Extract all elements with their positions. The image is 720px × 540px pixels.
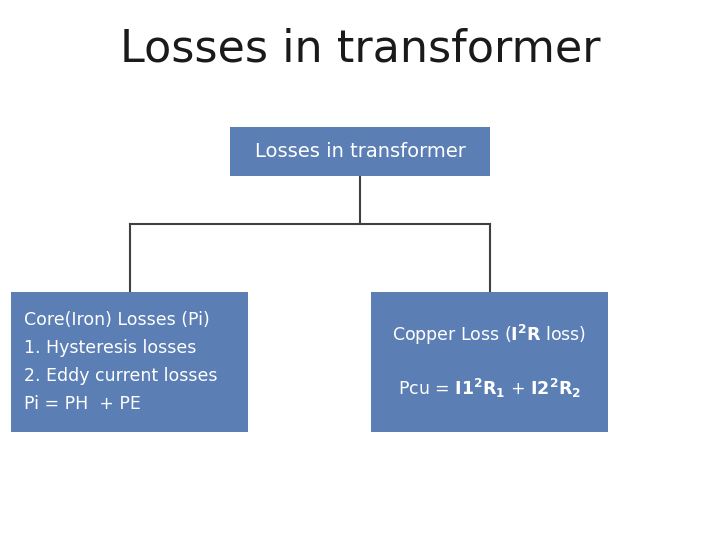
Text: Pi = PH  + PE: Pi = PH + PE: [24, 395, 140, 413]
Text: 1. Hysteresis losses: 1. Hysteresis losses: [24, 339, 196, 357]
Text: Pcu = $\mathbf{I1^2R_1}$ + $\mathbf{I2^2R_2}$: Pcu = $\mathbf{I1^2R_1}$ + $\mathbf{I2^2…: [398, 377, 581, 400]
Text: Losses in transformer: Losses in transformer: [255, 141, 465, 161]
FancyBboxPatch shape: [371, 292, 608, 432]
Text: Copper Loss ($\mathbf{I^2R}$ loss): Copper Loss ($\mathbf{I^2R}$ loss): [392, 323, 587, 347]
FancyBboxPatch shape: [11, 292, 248, 432]
Text: Losses in transformer: Losses in transformer: [120, 27, 600, 70]
FancyBboxPatch shape: [230, 127, 490, 176]
Text: 2. Eddy current losses: 2. Eddy current losses: [24, 367, 217, 385]
Text: Core(Iron) Losses (Pi): Core(Iron) Losses (Pi): [24, 310, 210, 329]
